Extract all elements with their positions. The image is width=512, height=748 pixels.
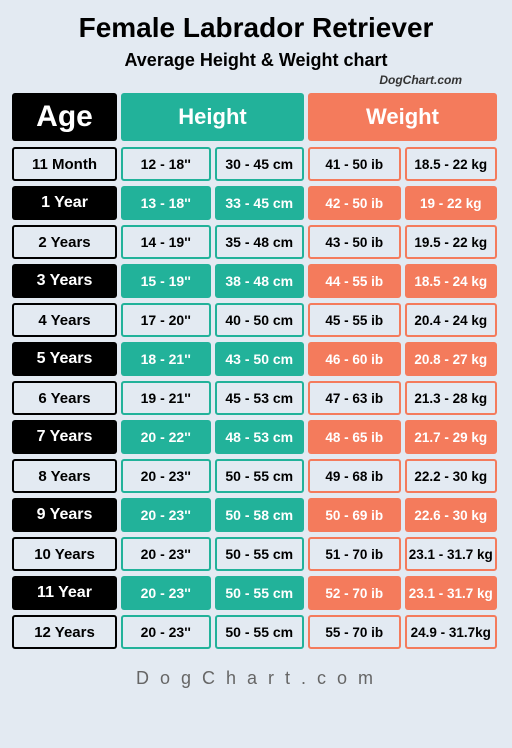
cell-age: 2 Years <box>12 225 117 259</box>
cell-weight-ib: 46 - 60 ib <box>308 342 401 376</box>
cell-age: 4 Years <box>12 303 117 337</box>
cell-age: 10 Years <box>12 537 117 571</box>
cell-height-in: 20 - 23'' <box>121 459 211 493</box>
cell-weight-kg: 21.7 - 29 kg <box>405 420 498 454</box>
cell-weight-ib: 42 - 50 ib <box>308 186 401 220</box>
cell-weight-kg: 18.5 - 22 kg <box>405 147 498 181</box>
cell-height-in: 19 - 21'' <box>121 381 211 415</box>
cell-weight-kg: 22.2 - 30 kg <box>405 459 498 493</box>
size-table: Age Height Weight 11 Month12 - 18''30 - … <box>12 93 500 654</box>
cell-age: 6 Years <box>12 381 117 415</box>
table-row: 11 Year20 - 23''50 - 55 cm52 - 70 ib23.1… <box>12 576 500 610</box>
cell-height-in: 13 - 18'' <box>121 186 211 220</box>
cell-age: 1 Year <box>12 186 117 220</box>
cell-age: 9 Years <box>12 498 117 532</box>
cell-weight-kg: 20.8 - 27 kg <box>405 342 498 376</box>
table-row: 4 Years17 - 20''40 - 50 cm45 - 55 ib20.4… <box>12 303 500 337</box>
cell-height-cm: 43 - 50 cm <box>215 342 305 376</box>
cell-height-cm: 48 - 53 cm <box>215 420 305 454</box>
table-row: 9 Years20 - 23''50 - 58 cm50 - 69 ib22.6… <box>12 498 500 532</box>
cell-weight-ib: 48 - 65 ib <box>308 420 401 454</box>
cell-height-in: 20 - 23'' <box>121 537 211 571</box>
cell-height-cm: 45 - 53 cm <box>215 381 305 415</box>
header-weight: Weight <box>308 93 497 141</box>
cell-weight-kg: 23.1 - 31.7 kg <box>405 537 498 571</box>
cell-age: 7 Years <box>12 420 117 454</box>
table-row: 5 Years18 - 21''43 - 50 cm46 - 60 ib20.8… <box>12 342 500 376</box>
footer-watermark: D o g C h a r t . c o m <box>0 668 512 689</box>
table-row: 7 Years20 - 22''48 - 53 cm48 - 65 ib21.7… <box>12 420 500 454</box>
header-row: Age Height Weight <box>12 93 500 141</box>
watermark-top: DogChart.com <box>0 73 512 87</box>
cell-height-cm: 50 - 55 cm <box>215 459 305 493</box>
cell-weight-ib: 52 - 70 ib <box>308 576 401 610</box>
cell-age: 5 Years <box>12 342 117 376</box>
chart-title: Female Labrador Retriever <box>0 12 512 44</box>
cell-height-in: 12 - 18'' <box>121 147 211 181</box>
cell-weight-ib: 44 - 55 ib <box>308 264 401 298</box>
cell-height-in: 20 - 23'' <box>121 615 211 649</box>
table-row: 11 Month12 - 18''30 - 45 cm41 - 50 ib18.… <box>12 147 500 181</box>
cell-height-cm: 50 - 58 cm <box>215 498 305 532</box>
cell-height-cm: 50 - 55 cm <box>215 615 305 649</box>
cell-weight-kg: 23.1 - 31.7 kg <box>405 576 498 610</box>
table-row: 10 Years20 - 23''50 - 55 cm51 - 70 ib23.… <box>12 537 500 571</box>
cell-height-in: 14 - 19'' <box>121 225 211 259</box>
table-row: 2 Years14 - 19''35 - 48 cm43 - 50 ib19.5… <box>12 225 500 259</box>
table-row: 12 Years20 - 23''50 - 55 cm55 - 70 ib24.… <box>12 615 500 649</box>
cell-weight-ib: 45 - 55 ib <box>308 303 401 337</box>
cell-weight-ib: 47 - 63 ib <box>308 381 401 415</box>
cell-weight-ib: 43 - 50 ib <box>308 225 401 259</box>
cell-height-in: 18 - 21'' <box>121 342 211 376</box>
cell-height-cm: 50 - 55 cm <box>215 537 305 571</box>
table-row: 6 Years19 - 21''45 - 53 cm47 - 63 ib21.3… <box>12 381 500 415</box>
cell-height-cm: 35 - 48 cm <box>215 225 305 259</box>
cell-height-in: 17 - 20'' <box>121 303 211 337</box>
cell-age: 12 Years <box>12 615 117 649</box>
table-row: 3 Years15 - 19''38 - 48 cm44 - 55 ib18.5… <box>12 264 500 298</box>
cell-weight-kg: 19.5 - 22 kg <box>405 225 498 259</box>
cell-weight-kg: 18.5 - 24 kg <box>405 264 498 298</box>
cell-weight-kg: 22.6 - 30 kg <box>405 498 498 532</box>
cell-age: 11 Month <box>12 147 117 181</box>
cell-height-cm: 33 - 45 cm <box>215 186 305 220</box>
cell-weight-ib: 55 - 70 ib <box>308 615 401 649</box>
cell-age: 3 Years <box>12 264 117 298</box>
cell-height-in: 20 - 23'' <box>121 576 211 610</box>
cell-height-in: 20 - 23'' <box>121 498 211 532</box>
cell-height-in: 15 - 19'' <box>121 264 211 298</box>
table-row: 1 Year13 - 18''33 - 45 cm42 - 50 ib19 - … <box>12 186 500 220</box>
cell-weight-ib: 51 - 70 ib <box>308 537 401 571</box>
cell-weight-kg: 21.3 - 28 kg <box>405 381 498 415</box>
cell-weight-kg: 20.4 - 24 kg <box>405 303 498 337</box>
table-row: 8 Years20 - 23''50 - 55 cm49 - 68 ib22.2… <box>12 459 500 493</box>
chart-subtitle: Average Height & Weight chart <box>0 50 512 71</box>
cell-age: 8 Years <box>12 459 117 493</box>
chart-container: Female Labrador Retriever Average Height… <box>0 0 512 748</box>
cell-height-cm: 40 - 50 cm <box>215 303 305 337</box>
cell-height-cm: 30 - 45 cm <box>215 147 305 181</box>
cell-weight-kg: 24.9 - 31.7kg <box>405 615 498 649</box>
cell-height-cm: 38 - 48 cm <box>215 264 305 298</box>
cell-age: 11 Year <box>12 576 117 610</box>
header-height: Height <box>121 93 304 141</box>
cell-weight-ib: 50 - 69 ib <box>308 498 401 532</box>
header-age: Age <box>12 93 117 141</box>
cell-weight-kg: 19 - 22 kg <box>405 186 498 220</box>
cell-weight-ib: 49 - 68 ib <box>308 459 401 493</box>
cell-height-cm: 50 - 55 cm <box>215 576 305 610</box>
cell-weight-ib: 41 - 50 ib <box>308 147 401 181</box>
cell-height-in: 20 - 22'' <box>121 420 211 454</box>
